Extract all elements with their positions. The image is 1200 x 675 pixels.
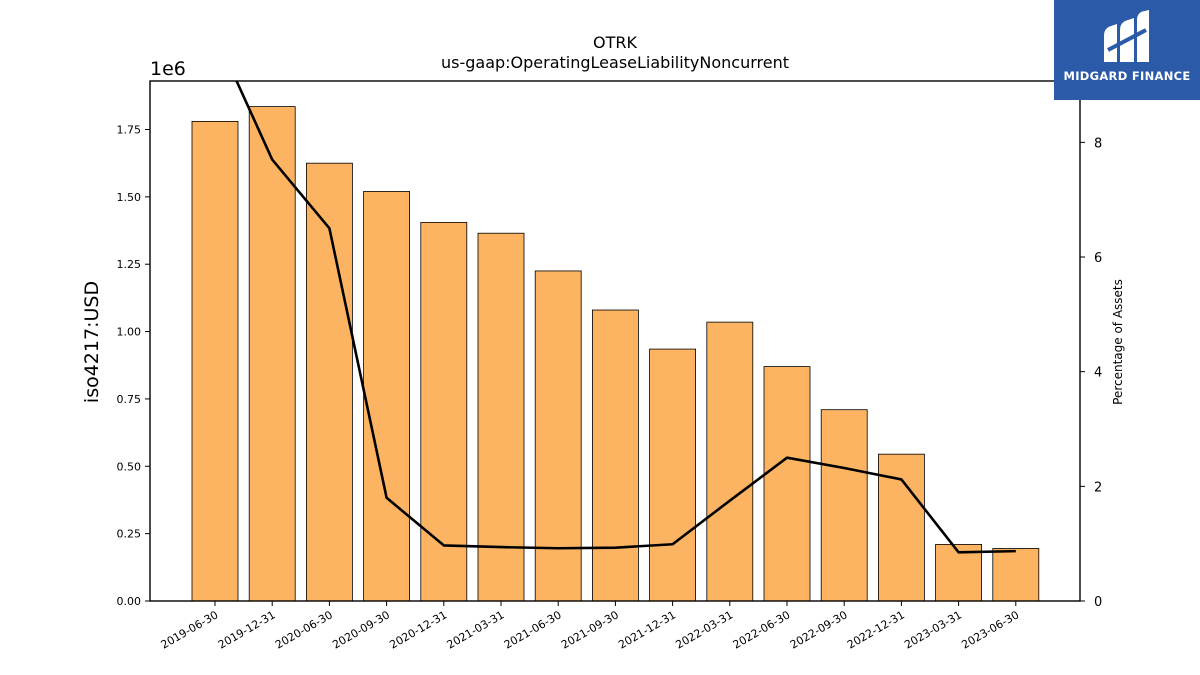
y-tick-label: 0.75 bbox=[117, 393, 142, 406]
bar-series bbox=[191, 106, 1040, 602]
bar bbox=[477, 232, 525, 602]
logo-text: MIDGARD FINANCE bbox=[1063, 69, 1191, 83]
x-tick-label: 2022-12-31 bbox=[845, 608, 907, 651]
bar bbox=[706, 321, 754, 602]
bar bbox=[420, 222, 468, 602]
x-tick-label: 2023-06-30 bbox=[959, 608, 1021, 651]
y2-tick-label: 8 bbox=[1094, 136, 1102, 151]
bar bbox=[763, 366, 811, 602]
bar bbox=[191, 121, 239, 602]
bar bbox=[363, 191, 411, 602]
y-tick-label: 1.25 bbox=[117, 258, 142, 271]
x-tick-label: 2021-12-31 bbox=[616, 608, 678, 651]
y-tick-label: 1.75 bbox=[117, 123, 142, 136]
bar bbox=[534, 270, 582, 602]
y2-tick-label: 6 bbox=[1094, 251, 1102, 266]
bar bbox=[992, 548, 1040, 602]
x-tick-label: 2020-12-31 bbox=[387, 608, 449, 651]
y-tick-label: 0.25 bbox=[117, 528, 142, 541]
x-tick-label: 2022-09-30 bbox=[788, 608, 850, 651]
bar bbox=[649, 348, 696, 602]
y2-tick-label: 4 bbox=[1094, 366, 1102, 381]
x-tick-label: 2021-06-30 bbox=[502, 608, 564, 651]
logo-mark-icon bbox=[1104, 10, 1149, 62]
x-tick-label: 2020-09-30 bbox=[330, 608, 392, 651]
chart-subtitle: us-gaap:OperatingLeaseLiabilityNoncurren… bbox=[441, 53, 789, 72]
y2-tick-label: 2 bbox=[1094, 480, 1102, 495]
x-tick-label: 2022-06-30 bbox=[731, 608, 793, 651]
bar bbox=[935, 544, 982, 602]
line-series bbox=[235, 81, 1016, 554]
x-axis-ticks: 2019-06-302019-12-312020-06-302020-09-30… bbox=[159, 601, 1021, 652]
y-tick-label: 0.00 bbox=[117, 595, 142, 608]
line-path bbox=[235, 81, 1016, 554]
bar bbox=[592, 309, 639, 602]
y-scale-label: 1e6 bbox=[150, 58, 186, 80]
x-tick-label: 2022-03-31 bbox=[673, 608, 735, 651]
bar bbox=[248, 106, 296, 602]
y-tick-label: 1.00 bbox=[117, 326, 142, 339]
chart-title: OTRK bbox=[593, 33, 637, 52]
brand-logo: MIDGARD FINANCE bbox=[1054, 0, 1200, 100]
x-tick-label: 2019-12-31 bbox=[216, 608, 278, 651]
y-tick-label: 1.50 bbox=[117, 191, 142, 204]
x-tick-label: 2021-09-30 bbox=[559, 608, 621, 651]
y2-axis-label: Percentage of Assets bbox=[1111, 279, 1125, 405]
x-tick-label: 2019-06-30 bbox=[159, 608, 221, 651]
bar bbox=[820, 409, 868, 602]
y2-tick-label: 0 bbox=[1094, 595, 1102, 610]
y2-axis-ticks: 0 2 4 6 8 bbox=[1080, 136, 1102, 610]
x-tick-label: 2021-03-31 bbox=[445, 608, 507, 651]
x-tick-label: 2023-03-31 bbox=[902, 608, 964, 651]
y-axis-label: iso4217:USD bbox=[81, 281, 103, 403]
bar bbox=[305, 162, 353, 602]
y-tick-label: 0.50 bbox=[117, 460, 142, 473]
x-tick-label: 2020-06-30 bbox=[273, 608, 335, 651]
y-axis-ticks: 0.00 0.25 0.50 0.75 1.00 1.25 1.50 1.75 bbox=[117, 123, 150, 608]
